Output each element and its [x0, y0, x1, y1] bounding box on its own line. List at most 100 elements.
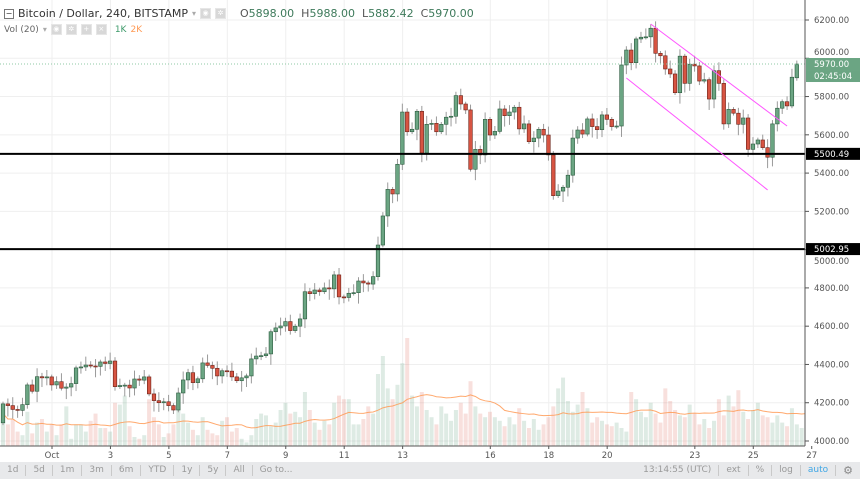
- range-all[interactable]: All: [226, 465, 253, 476]
- candle-up: [25, 384, 30, 405]
- candle-down: [731, 109, 736, 114]
- candle-down: [15, 409, 20, 411]
- range-1m[interactable]: 1m: [53, 465, 83, 476]
- price-tick-label: 4200.00: [814, 399, 849, 409]
- candle-down: [419, 110, 424, 154]
- candle-down: [317, 289, 322, 293]
- candle-down: [327, 287, 332, 290]
- volume-bar: [263, 415, 268, 446]
- candle-down: [288, 321, 293, 331]
- volume-bar: [283, 402, 288, 446]
- candle-down: [10, 405, 15, 410]
- goto-button[interactable]: Go to...: [259, 465, 293, 475]
- collapse-icon[interactable]: −: [4, 8, 14, 19]
- chevron-down-icon[interactable]: ▾: [191, 9, 196, 18]
- price-tick-label: 5200.00: [814, 207, 849, 217]
- candle-down: [215, 367, 220, 377]
- candle-up: [375, 244, 381, 277]
- last-price-label: 5970.00: [814, 60, 849, 70]
- volume-bar: [142, 435, 147, 446]
- candle-up: [726, 109, 731, 125]
- trend-channel-line: [626, 77, 768, 191]
- candle-up: [395, 163, 400, 195]
- volume-bar: [668, 401, 673, 446]
- volume-bar: [463, 413, 468, 446]
- price-chart[interactable]: 4000.00 4200.00 4400.00 4600.00 4800.00 5000.…: [0, 0, 860, 462]
- range-5y[interactable]: 5y: [200, 465, 227, 476]
- candle-up: [20, 404, 25, 411]
- ext-toggle[interactable]: ext: [719, 465, 749, 476]
- volume-bar: [546, 417, 551, 446]
- candle-up: [181, 379, 186, 394]
- volume-bar: [600, 420, 605, 446]
- gear-icon[interactable]: ⚙: [843, 464, 853, 477]
- volume-bar: [127, 426, 132, 446]
- candle-up: [414, 110, 420, 130]
- volume-title[interactable]: Vol (20): [4, 24, 39, 35]
- price-tick-label: 5800.00: [814, 93, 849, 103]
- price-tick-label: 5600.00: [814, 131, 849, 141]
- candle-up: [283, 321, 288, 327]
- candle-down: [736, 112, 741, 125]
- candle-up: [648, 27, 653, 38]
- eye-icon[interactable]: ◉: [200, 8, 211, 19]
- plus-icon[interactable]: +: [80, 24, 92, 35]
- volume-bar: [327, 424, 332, 446]
- percent-toggle[interactable]: %: [749, 465, 773, 476]
- candle-up: [73, 367, 79, 384]
- candle-up: [409, 128, 415, 133]
- candle-up: [200, 362, 205, 380]
- volume-bar: [234, 428, 239, 446]
- gear-icon[interactable]: ✲: [215, 8, 226, 19]
- range-1y[interactable]: 1y: [174, 465, 201, 476]
- gear-icon[interactable]: ✲: [65, 24, 77, 35]
- volume-bar: [444, 413, 449, 446]
- range-3m[interactable]: 3m: [82, 465, 112, 476]
- drawings[interactable]: [0, 23, 805, 251]
- volume-bar: [507, 417, 512, 446]
- candle-up: [220, 370, 225, 377]
- candle-up: [614, 125, 619, 128]
- volume-bar: [468, 381, 473, 446]
- volume-bar: [288, 413, 293, 446]
- volume-bar: [716, 399, 721, 446]
- candle-down: [580, 129, 585, 135]
- candle-up: [687, 63, 692, 84]
- volume-bar: [5, 424, 10, 446]
- auto-toggle[interactable]: auto: [801, 465, 837, 476]
- candle-up: [98, 361, 103, 367]
- candle-up: [570, 137, 575, 176]
- candle-up: [512, 106, 517, 113]
- candle-up: [249, 358, 254, 377]
- volume-bar: [673, 410, 678, 446]
- candle-up: [195, 378, 200, 383]
- candle-down: [716, 70, 721, 84]
- log-toggle[interactable]: log: [772, 465, 801, 476]
- symbol-title[interactable]: Bitcoin / Dollar, 240, BITSTAMP: [18, 7, 188, 20]
- candle-up: [380, 215, 385, 246]
- volume-bar: [653, 413, 658, 446]
- volume-bar: [410, 395, 415, 446]
- range-1d[interactable]: 1d: [0, 465, 27, 476]
- range-5d[interactable]: 5d: [26, 465, 53, 476]
- chevron-down-icon[interactable]: ▾: [42, 25, 47, 34]
- volume-bar: [424, 410, 429, 446]
- volume-bar: [332, 402, 337, 446]
- volume-bar: [351, 424, 356, 446]
- candle-down: [336, 274, 342, 298]
- close-icon[interactable]: ×: [95, 24, 107, 35]
- volume-bar: [526, 428, 531, 446]
- candle-down: [151, 393, 157, 401]
- eye-icon[interactable]: ◉: [50, 24, 62, 35]
- candle-down: [390, 189, 395, 195]
- range-ytd[interactable]: YTD: [141, 465, 175, 476]
- volume-bar: [44, 431, 49, 446]
- candle-up: [239, 377, 244, 382]
- time-tick-label: 11: [339, 451, 350, 461]
- candle-down: [434, 123, 439, 133]
- volume-bar: [161, 437, 166, 446]
- candle-up: [302, 291, 308, 320]
- candle-up: [677, 55, 683, 94]
- range-6m[interactable]: 6m: [112, 465, 142, 476]
- volume-bar: [239, 438, 244, 446]
